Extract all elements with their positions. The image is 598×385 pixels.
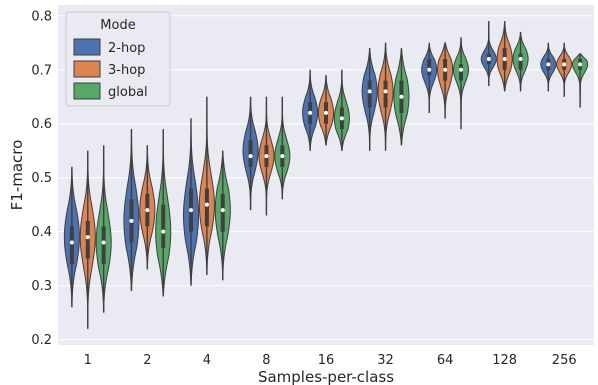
violin-median	[324, 110, 328, 115]
y-tick-label: 0.8	[31, 9, 52, 24]
y-axis-title: F1-macro	[8, 140, 26, 211]
violin-iqr-box	[101, 226, 106, 265]
legend-swatch	[73, 82, 101, 100]
y-tick-label: 0.3	[31, 279, 52, 294]
violin-median	[502, 56, 507, 61]
legend-swatch	[73, 60, 101, 78]
violin-median	[308, 110, 313, 115]
x-tick-label: 2	[143, 353, 151, 368]
violin-median	[399, 94, 404, 99]
violin-iqr-box	[248, 139, 253, 167]
y-tick-label: 0.2	[31, 333, 52, 348]
violin-median	[220, 208, 225, 213]
legend-title: Mode	[100, 18, 135, 33]
violin-iqr-box	[367, 80, 372, 108]
violin-median	[458, 67, 463, 72]
y-tick-label: 0.5	[31, 171, 52, 186]
x-tick-label: 64	[437, 353, 454, 368]
violin-iqr-box	[161, 204, 166, 248]
violins	[63, 21, 589, 329]
violin-median	[518, 56, 523, 61]
violin-median	[85, 235, 90, 240]
legend-label: 3-hop	[108, 63, 145, 78]
x-tick-label: 4	[203, 353, 211, 368]
violin-median	[427, 67, 432, 72]
violin-median	[383, 89, 388, 94]
violin-median	[129, 218, 134, 223]
violin-iqr-box	[69, 226, 74, 265]
x-tick-label: 16	[318, 353, 335, 368]
violin-median	[546, 62, 551, 67]
violin-median	[264, 154, 269, 159]
violin-iqr-box	[85, 220, 90, 259]
violin-median	[248, 154, 253, 159]
x-tick-labels: 1 2 4 8 16 32 64 128 256	[84, 353, 577, 368]
x-tick-label: 128	[492, 353, 517, 368]
violin-iqr-box	[220, 193, 225, 232]
violin-median	[189, 208, 194, 213]
violin-median	[367, 89, 372, 94]
x-tick-label: 32	[377, 353, 394, 368]
x-tick-label: 256	[552, 353, 577, 368]
violin-iqr-box	[518, 53, 523, 70]
legend-swatch	[73, 38, 101, 56]
violin-median	[562, 62, 567, 67]
violin-median	[339, 116, 344, 121]
violin-median	[161, 229, 166, 234]
violin-iqr-box	[458, 64, 463, 81]
y-tick-label: 0.7	[31, 63, 52, 78]
violin-iqr-box	[383, 80, 388, 108]
x-axis-title: Samples-per-class	[258, 368, 394, 385]
violin-median	[69, 240, 74, 245]
violin-median	[204, 202, 209, 207]
legend-label: global	[108, 85, 148, 100]
y-tick-labels: 0.2 0.3 0.4 0.5 0.6 0.7 0.8	[31, 9, 52, 348]
y-tick-label: 0.6	[31, 117, 52, 132]
violin-median	[578, 62, 583, 67]
violin-iqr-box	[204, 188, 209, 227]
violin-iqr-box	[427, 58, 432, 76]
x-tick-label: 8	[262, 353, 270, 368]
violin-median	[486, 56, 491, 61]
violin-median	[145, 208, 150, 213]
violin-median	[443, 67, 448, 72]
legend: Mode 2-hop 3-hop global	[65, 11, 171, 107]
legend-label: 2-hop	[108, 41, 145, 56]
x-tick-label: 1	[84, 353, 92, 368]
y-tick-label: 0.4	[31, 225, 52, 240]
violin-median	[280, 154, 285, 159]
violin-median	[101, 240, 106, 245]
